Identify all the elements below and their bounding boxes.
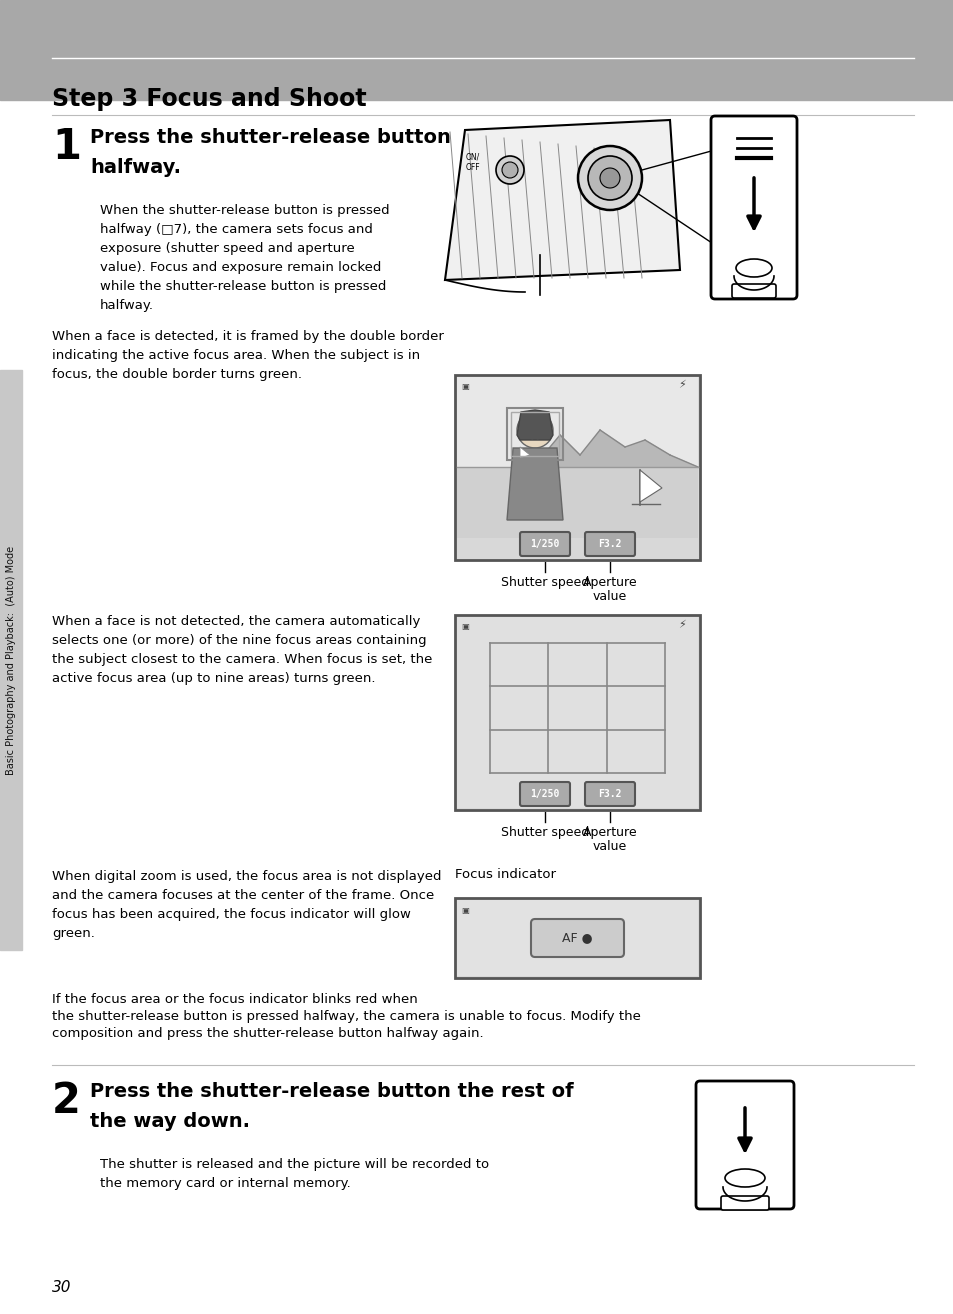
Polygon shape — [444, 120, 679, 280]
Circle shape — [501, 162, 517, 177]
FancyBboxPatch shape — [584, 782, 635, 805]
Ellipse shape — [724, 1169, 764, 1187]
FancyBboxPatch shape — [731, 284, 775, 298]
Text: AF ●: AF ● — [561, 932, 592, 945]
Text: 2: 2 — [52, 1080, 81, 1122]
Text: value: value — [592, 590, 626, 603]
Text: The shutter is released and the picture will be recorded to
the memory card or i: The shutter is released and the picture … — [100, 1158, 489, 1190]
Circle shape — [578, 146, 641, 210]
FancyBboxPatch shape — [531, 918, 623, 957]
Text: ▣: ▣ — [460, 905, 468, 915]
Bar — [455, 897, 700, 978]
FancyBboxPatch shape — [584, 532, 635, 556]
Text: F3.2: F3.2 — [598, 539, 621, 549]
Text: Step 3 Focus and Shoot: Step 3 Focus and Shoot — [52, 87, 366, 110]
Bar — [456, 900, 698, 976]
Circle shape — [517, 413, 553, 448]
Bar — [456, 618, 698, 808]
Text: halfway.: halfway. — [90, 158, 181, 177]
Text: 1/250: 1/250 — [530, 539, 559, 549]
Bar — [455, 615, 700, 809]
Bar — [511, 413, 558, 456]
Text: Press the shutter-release button: Press the shutter-release button — [90, 127, 451, 147]
Text: If the focus area or the focus indicator blinks red when: If the focus area or the focus indicator… — [52, 993, 417, 1007]
FancyBboxPatch shape — [720, 1196, 768, 1210]
Text: When a face is detected, it is framed by the double border
indicating the active: When a face is detected, it is framed by… — [52, 330, 443, 381]
Text: the shutter-release button is pressed halfway, the camera is unable to focus. Mo: the shutter-release button is pressed ha… — [52, 1010, 640, 1024]
Ellipse shape — [735, 259, 771, 277]
Text: When a face is not detected, the camera automatically
selects one (or more) of t: When a face is not detected, the camera … — [52, 615, 432, 685]
Text: When digital zoom is used, the focus area is not displayed
and the camera focuse: When digital zoom is used, the focus are… — [52, 870, 441, 940]
Polygon shape — [519, 447, 530, 459]
FancyBboxPatch shape — [519, 782, 569, 805]
Polygon shape — [517, 410, 553, 440]
FancyBboxPatch shape — [696, 1081, 793, 1209]
FancyBboxPatch shape — [519, 532, 569, 556]
Text: 1/250: 1/250 — [530, 788, 559, 799]
Text: Shutter speed: Shutter speed — [500, 827, 589, 840]
Text: 1: 1 — [52, 126, 81, 168]
Text: Focus indicator: Focus indicator — [455, 869, 556, 880]
Bar — [456, 377, 698, 466]
Circle shape — [496, 156, 523, 184]
Text: 30: 30 — [52, 1280, 71, 1296]
Circle shape — [599, 168, 619, 188]
Text: composition and press the shutter-release button halfway again.: composition and press the shutter-releas… — [52, 1028, 483, 1039]
Text: F3.2: F3.2 — [598, 788, 621, 799]
Bar — [0, 371, 22, 950]
Text: Press the shutter-release button the rest of: Press the shutter-release button the res… — [90, 1081, 573, 1101]
FancyBboxPatch shape — [710, 116, 796, 300]
Text: ▣: ▣ — [460, 622, 468, 631]
Text: ▣: ▣ — [460, 382, 468, 392]
Text: Aperture: Aperture — [582, 576, 637, 589]
Bar — [456, 466, 698, 537]
Text: When the shutter-release button is pressed
halfway (□7), the camera sets focus a: When the shutter-release button is press… — [100, 204, 389, 311]
Text: ⚡: ⚡ — [678, 380, 685, 390]
Text: value: value — [592, 840, 626, 853]
Text: Shutter speed: Shutter speed — [500, 576, 589, 589]
Polygon shape — [506, 448, 562, 520]
Text: ⚡: ⚡ — [678, 620, 685, 629]
Circle shape — [587, 156, 631, 200]
Bar — [455, 374, 700, 560]
Text: the way down.: the way down. — [90, 1112, 250, 1131]
Text: ON/
OFF: ON/ OFF — [465, 152, 479, 172]
Text: Basic Photography and Playback:  (Auto) Mode: Basic Photography and Playback: (Auto) M… — [6, 545, 16, 774]
Bar — [0, 0, 953, 100]
Text: Aperture: Aperture — [582, 827, 637, 840]
Bar — [506, 409, 562, 460]
Polygon shape — [639, 470, 661, 502]
